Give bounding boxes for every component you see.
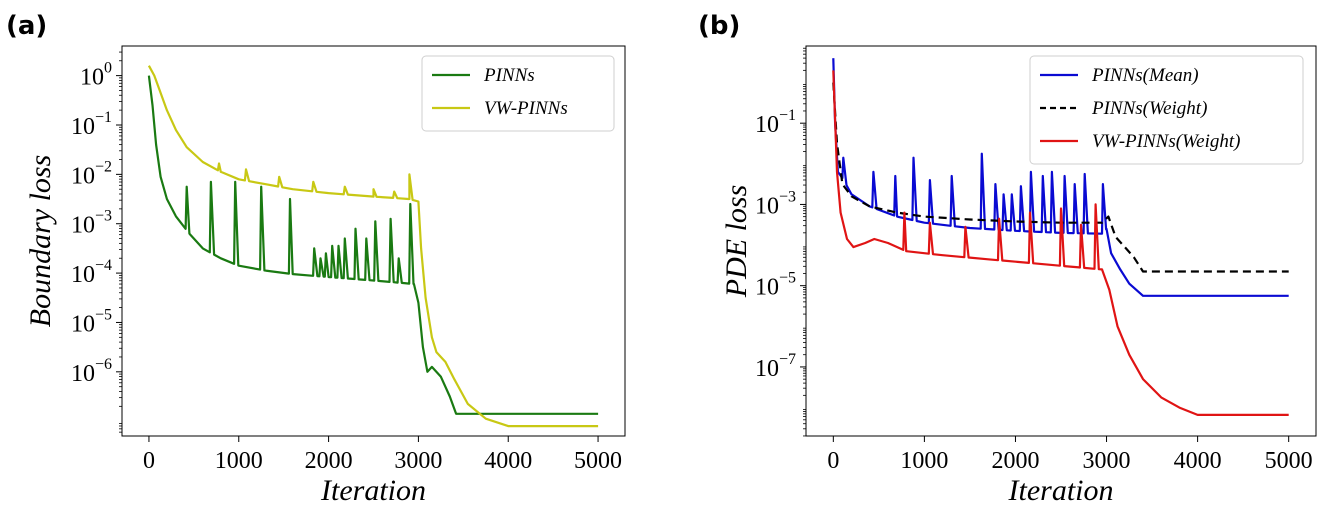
series-line-pinns [147, 75, 599, 415]
y-tick-label: 10−1 [71, 109, 112, 140]
panel-a-label: (a) [6, 11, 47, 41]
x-tick-label: 1000 [900, 448, 948, 474]
y-tick-label: 10−2 [71, 158, 112, 189]
x-tick-label: 3000 [1083, 448, 1131, 474]
y-tick-label: 10−5 [755, 270, 796, 301]
y-axis-title: Boundary loss [24, 155, 57, 328]
y-tick-label: 100 [80, 60, 112, 91]
legend-entry-label: VW-PINNs [484, 98, 568, 119]
x-tick-label: 0 [143, 448, 155, 474]
series-line-pinns-weight [832, 82, 1289, 273]
legend-entry-label: PINNs(Mean) [1091, 65, 1199, 86]
series-line-vw-pinns-weight [832, 70, 1289, 416]
x-axis-title: Iteration [320, 474, 426, 507]
series-line-vw-pinns [147, 65, 599, 428]
x-tick-label: 0 [827, 448, 839, 474]
legend-entry-label: PINNs [483, 65, 535, 86]
y-tick-label: 10−4 [71, 257, 112, 288]
x-tick-label: 2000 [305, 448, 353, 474]
legend: PINNs(Mean) PINNs(Weight) VW-PINNs(Weight) [1029, 55, 1304, 165]
y-tick-label: 10−6 [71, 356, 112, 387]
y-tick-label: 10−3 [71, 208, 112, 239]
y-tick-label: 10−5 [71, 306, 112, 337]
x-axis-title: Iteration [1008, 474, 1114, 507]
y-axis-title: PDE loss [720, 185, 753, 299]
x-tick-label: 3000 [394, 448, 442, 474]
plot-frame [121, 45, 626, 437]
panel-b-label: (b) [698, 11, 740, 41]
plot-frame [805, 45, 1317, 437]
x-tick-label: 5000 [1265, 448, 1313, 474]
chart-panel-a: (a) 0 1000 2000 3000 4000 5000 100 10−1 10−2 10−3… [6, 11, 626, 507]
legend-entry-label: PINNs(Weight) [1091, 98, 1207, 119]
x-tick-label: 4000 [484, 448, 532, 474]
y-tick-label: 10−3 [755, 188, 796, 219]
legend-entry-label: VW-PINNs(Weight) [1092, 131, 1240, 152]
y-tick-label: 10−7 [755, 351, 796, 382]
chart-panel-b: (b) 0 1000 2000 3000 4000 5000 10−1 10−3 10−5 10−… [698, 11, 1317, 507]
y-tick-label: 10−1 [755, 107, 796, 138]
x-tick-label: 5000 [574, 448, 622, 474]
legend: PINNs VW-PINNs [421, 55, 615, 132]
x-tick-label: 1000 [215, 448, 263, 474]
x-tick-label: 2000 [991, 448, 1039, 474]
x-tick-label: 4000 [1174, 448, 1222, 474]
